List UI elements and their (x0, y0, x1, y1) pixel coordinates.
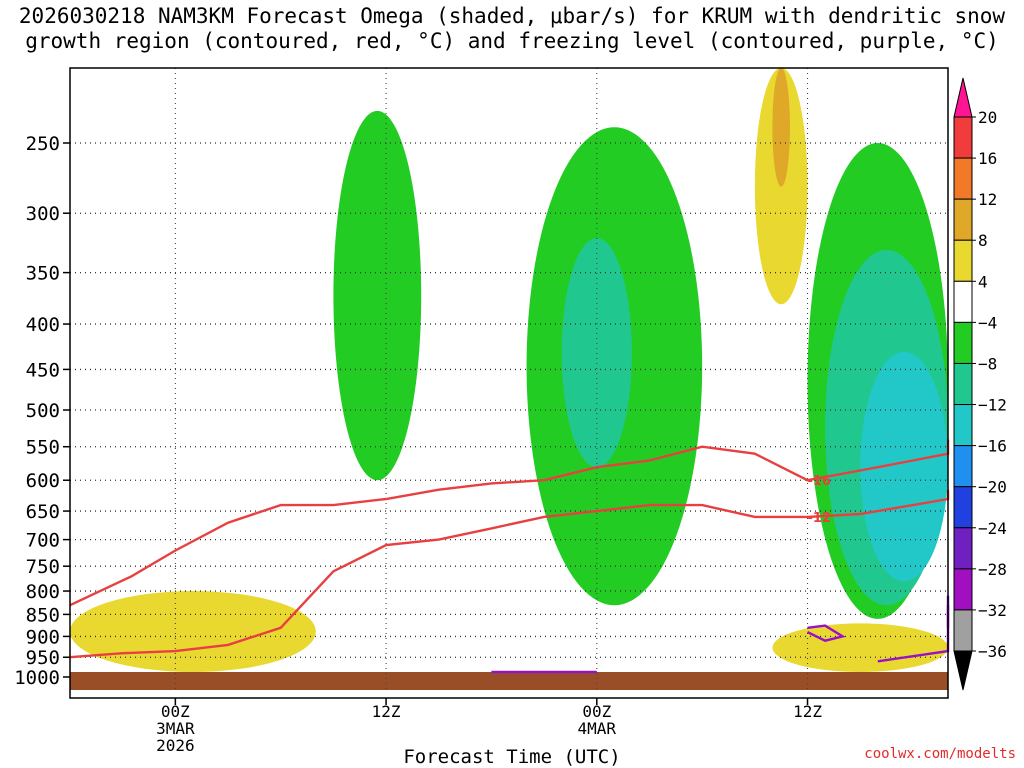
xtick-label-12-0: 12Z (372, 702, 401, 721)
chart-title-line2: growth region (contoured, red, °C) and f… (25, 29, 999, 53)
colorbar-label-10: −24 (978, 519, 1007, 538)
ytick-label-500: 500 (26, 400, 60, 422)
colorbar-seg-7 (953, 362, 973, 406)
colorbar-seg-2 (953, 157, 973, 200)
freezing-contour-0C-loop-3 (806, 624, 846, 642)
colorbar-label-3: 8 (978, 231, 988, 250)
colorbar-seg-12 (953, 568, 973, 611)
xtick-label-24-1: 4MAR (578, 719, 617, 738)
colorbar-label-4: 4 (978, 272, 988, 291)
xtick-label-0-0: 00Z (161, 702, 190, 721)
colorbar-label-6: −8 (978, 354, 997, 373)
colorbar-label-0: 20 (978, 108, 997, 127)
ytick-label-300: 300 (26, 203, 60, 225)
colorbar-label-11: −28 (978, 560, 1007, 579)
contour-label--16: -16 (808, 474, 832, 489)
colorbar-seg-9 (953, 445, 973, 488)
colorbar-label-8: −16 (978, 437, 1007, 456)
ytick-label-550: 550 (26, 437, 60, 459)
xtick-label-36-0: 12Z (793, 702, 822, 721)
watermark: coolwx.com/modelts (864, 746, 1016, 762)
ytick-label-250: 250 (26, 133, 60, 155)
colorbar-label-7: −12 (978, 396, 1007, 415)
colorbar-bottom-arrow (953, 650, 973, 691)
ytick-label-350: 350 (26, 263, 60, 285)
shade-ascent-weak-4 (333, 110, 422, 481)
colorbar-seg-1 (953, 116, 973, 159)
xtick-label-24-0: 00Z (582, 702, 611, 721)
colorbar-label-2: 12 (978, 190, 997, 209)
ytick-label-750: 750 (26, 556, 60, 578)
xtick-label-0-1: 3MAR (156, 719, 195, 738)
colorbar-seg-6 (953, 321, 973, 364)
ytick-label-650: 650 (26, 501, 60, 523)
dgz-contour--16-0 (69, 439, 950, 607)
ytick-label-450: 450 (26, 359, 60, 381)
shade-ascent-strong-9 (860, 351, 948, 582)
chart-title: 2026030218 NAM3KM Forecast Omega (shaded… (0, 4, 1024, 54)
colorbar-seg-11 (953, 527, 973, 570)
ytick-label-400: 400 (26, 314, 60, 336)
colorbar-seg-5 (953, 280, 973, 323)
shade-descent-moderate-0 (70, 591, 316, 672)
ytick-label-950: 950 (26, 647, 60, 669)
colorbar-top-arrow (953, 77, 973, 118)
omega-shading (70, 68, 948, 690)
pressure-gridlines (70, 68, 948, 690)
colorbar: 20 16 12 8 4 −4 −8 −12 −16 −20 −24 −28 −32 −36 (953, 77, 1007, 691)
x-axis-title: Forecast Time (UTC) (403, 746, 621, 768)
colorbar-seg-3 (953, 198, 973, 241)
ytick-label-900: 900 (26, 626, 60, 648)
colorbar-label-5: −4 (978, 313, 997, 332)
ytick-label-700: 700 (26, 530, 60, 552)
colorbar-seg-4 (953, 239, 973, 282)
ytick-label-1000: 1000 (14, 667, 60, 689)
ytick-label-850: 850 (26, 604, 60, 626)
dgz-contour--12-1 (69, 489, 950, 659)
shade-descent-moderate-1 (772, 623, 948, 672)
plot-axes: 2503003504004505005506006507007508008509… (14, 67, 949, 755)
colorbar-seg-13 (953, 609, 973, 652)
xtick-label-0-2: 2026 (156, 736, 195, 755)
colorbar-label-12: −32 (978, 601, 1007, 620)
colorbar-label-1: 16 (978, 149, 997, 168)
contour-label--12: -12 (808, 511, 832, 526)
shade-descent-upper-core-3 (772, 68, 790, 187)
colorbar-label-13: −36 (978, 642, 1007, 661)
ytick-label-800: 800 (26, 581, 60, 603)
colorbar-label-9: −20 (978, 478, 1007, 497)
colorbar-seg-10 (953, 486, 973, 529)
ground-surface (70, 672, 948, 690)
shade-ascent-moderate-7 (561, 238, 632, 468)
chart-title-line1: 2026030218 NAM3KM Forecast Omega (shaded… (18, 4, 1006, 28)
ytick-label-600: 600 (26, 470, 60, 492)
plot-frame (69, 67, 949, 699)
colorbar-seg-8 (953, 404, 973, 447)
